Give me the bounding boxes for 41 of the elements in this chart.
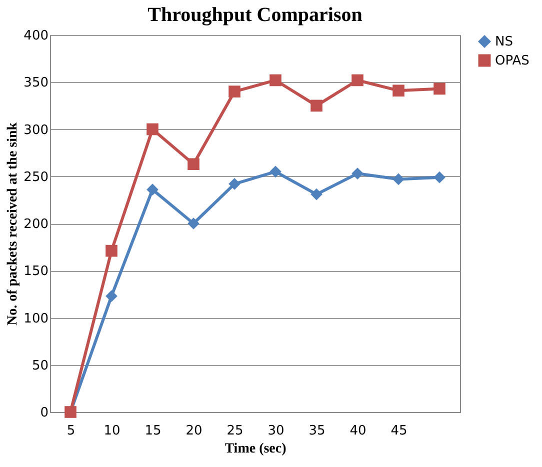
point: [434, 171, 446, 184]
point: [228, 86, 240, 98]
x-axis-title: Time (sec): [224, 442, 287, 456]
chart-title: Throughput Comparison: [148, 4, 362, 26]
legend-label: NS: [495, 34, 513, 50]
x-tick-label: 20: [186, 424, 202, 438]
point: [188, 218, 200, 230]
y-tick-label: 0: [40, 406, 48, 420]
y-tick-label: 250: [24, 170, 48, 185]
point: [146, 123, 158, 136]
y-tick-label: 100: [24, 311, 48, 326]
y-axis-title: No. of packets received at the sink: [6, 122, 21, 326]
point: [270, 166, 282, 178]
x-tick-label: 25: [226, 424, 244, 438]
y-tick-label: 300: [24, 122, 48, 138]
x-tick-label: 35: [308, 424, 326, 438]
y-tick-label: 200: [24, 217, 48, 232]
point: [434, 82, 446, 95]
legend-label: OPAS: [495, 54, 530, 68]
point: [106, 290, 118, 302]
point: [146, 184, 158, 196]
x-tick-label: 15: [144, 424, 162, 438]
x-tick-label: 30: [268, 424, 284, 438]
point: [310, 100, 322, 112]
x-tick-label: 40: [350, 424, 366, 438]
point: [352, 168, 364, 180]
point: [310, 188, 322, 200]
point: [188, 158, 200, 170]
y-tick-label: 50: [32, 358, 48, 374]
x-tick-label: 45: [390, 424, 408, 438]
point: [106, 244, 118, 257]
y-tick-label: 150: [24, 264, 48, 280]
point: [392, 84, 404, 97]
y-tick-label: 350: [24, 76, 48, 91]
point: [352, 74, 364, 86]
point: [270, 74, 282, 86]
x-tick-label: 10: [104, 424, 120, 438]
x-tick-label: 5: [66, 424, 76, 438]
y-tick-label: 400: [24, 28, 48, 44]
point: [392, 173, 404, 186]
point: [228, 178, 240, 190]
